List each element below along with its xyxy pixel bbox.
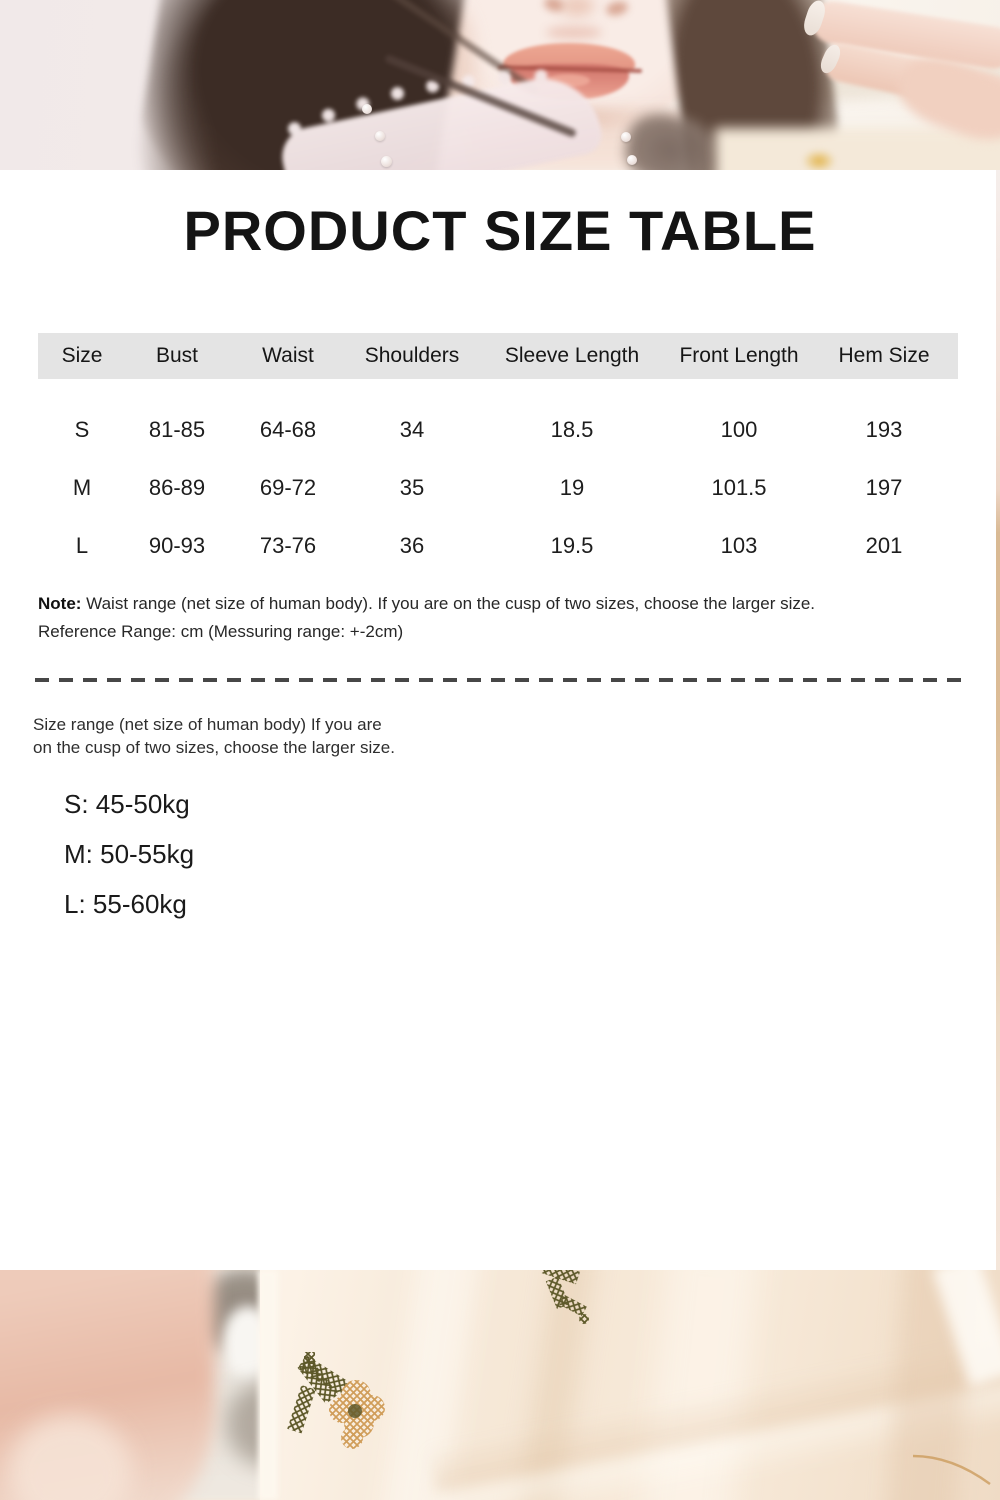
size-table-body: S 81-85 64-68 34 18.5 100 193 M 86-89 69…	[38, 379, 958, 575]
table-cell: 36	[399, 533, 425, 558]
pearl	[381, 156, 392, 167]
table-row: M 86-89 69-72 35 19 101.5 197	[38, 459, 958, 517]
table-cell: 18.5	[550, 417, 594, 442]
table-cell: M	[72, 475, 92, 500]
embroidery-flower	[287, 1352, 385, 1449]
header-cell: Hem Size	[838, 344, 930, 367]
weight-list: S: 45-50kg M: 50-55kg L: 55-60kg	[64, 779, 194, 929]
table-cell: 73-76	[259, 533, 317, 558]
table-cell: 100	[720, 417, 758, 442]
header-cell: Bust	[155, 344, 199, 367]
pearl	[362, 104, 372, 114]
table-cell: 201	[865, 533, 903, 558]
weight-item-m: M: 50-55kg	[64, 839, 195, 869]
table-cell: 101.5	[711, 475, 767, 500]
note-line: Note: Waist range (net size of human bod…	[38, 594, 815, 614]
loose-thread	[912, 1454, 991, 1485]
shoulder-garment	[715, 128, 1000, 170]
header-cell: Waist	[262, 344, 314, 367]
weight-item-s: S: 45-50kg	[64, 789, 190, 819]
size-range-line2: on the cusp of two sizes, choose the lar…	[33, 738, 395, 757]
table-row: L 90-93 73-76 36 19.5 103 201	[38, 517, 958, 575]
model-nose	[560, 0, 594, 16]
table-cell: 35	[399, 475, 425, 500]
size-range-line1: Size range (net size of human body) If y…	[33, 715, 382, 734]
reference-line: Reference Range: cm (Messuring range: +-…	[38, 622, 404, 641]
table-cell: 193	[865, 417, 903, 442]
table-cell: 19	[559, 475, 585, 500]
size-range-description: Size range (net size of human body) If y…	[33, 713, 395, 759]
table-cell: 197	[865, 475, 903, 500]
table-cell: 69-72	[259, 475, 317, 500]
table-cell: 103	[720, 533, 758, 558]
size-table-header-row: Size Bust Waist Shoulders Sleeve Length …	[38, 333, 958, 379]
model-photo	[0, 0, 1000, 170]
note-text: Waist range (net size of human body). If…	[81, 594, 816, 613]
table-cell: 86-89	[148, 475, 206, 500]
table-cell: 19.5	[550, 533, 594, 558]
right-edge-photo-sliver	[996, 170, 1000, 1270]
header-cell: Sleeve Length	[504, 344, 640, 367]
pearl	[621, 132, 631, 142]
page-title: PRODUCT SIZE TABLE	[183, 199, 817, 262]
table-cell: 90-93	[148, 533, 206, 558]
table-cell: L	[75, 533, 89, 558]
table-cell: 34	[399, 417, 425, 442]
dashed-divider	[35, 678, 963, 682]
table-cell: 81-85	[148, 417, 206, 442]
pearl	[375, 131, 385, 141]
table-row: S 81-85 64-68 34 18.5 100 193	[38, 401, 958, 459]
header-cell: Size	[61, 344, 103, 367]
note-label: Note:	[38, 594, 82, 613]
header-cell: Shoulders	[364, 344, 460, 367]
table-cell: S	[74, 417, 90, 442]
embroidery-overlay	[287, 1270, 991, 1485]
weight-item-l: L: 55-60kg	[64, 889, 187, 919]
pearl	[627, 155, 637, 165]
size-table: Size Bust Waist Shoulders Sleeve Length …	[38, 333, 958, 575]
fabric-photo	[0, 1270, 1000, 1500]
table-cell: 64-68	[259, 417, 317, 442]
header-cell: Front Length	[679, 344, 799, 367]
embroidery-sprig-top	[541, 1270, 589, 1324]
